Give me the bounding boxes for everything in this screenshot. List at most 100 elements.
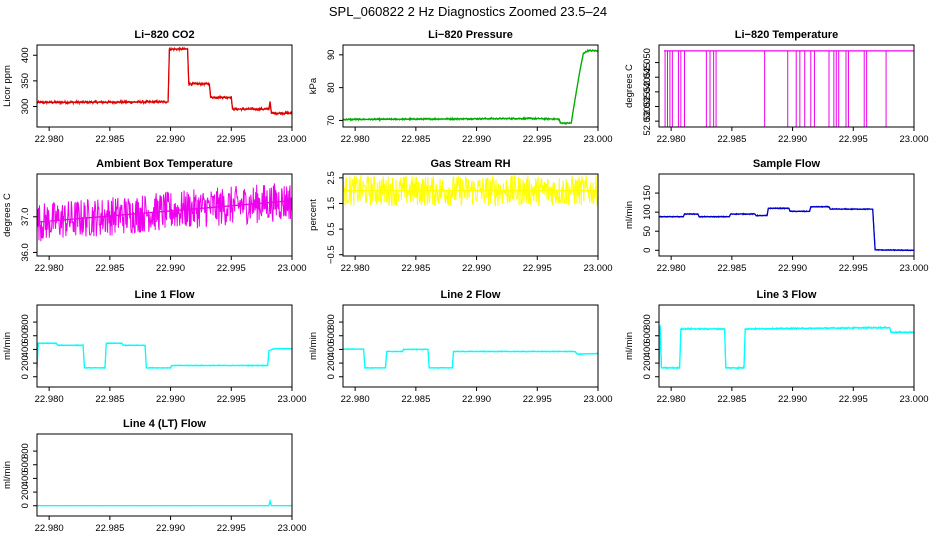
x-tick-label: 22.995 — [217, 394, 246, 405]
x-tick-label: 22.980 — [657, 394, 686, 405]
panel-0: Li−820 CO2 Licor ppm 22.980 22.985 22.990 22.… — [2, 29, 307, 145]
x-tick-label: 22.995 — [839, 394, 868, 405]
x-tick-label: 23.000 — [277, 263, 306, 274]
plot-frame — [658, 173, 915, 257]
series-steps — [37, 498, 292, 507]
series-line — [37, 342, 292, 370]
plot-frame — [36, 173, 293, 257]
y-tick-label: 0 — [642, 248, 653, 253]
y-tick-label: 80 — [326, 82, 337, 93]
x-tick-label: 22.985 — [401, 263, 430, 274]
x-tick-label: 22.990 — [778, 134, 807, 145]
y-tick-label: 300 — [20, 99, 31, 115]
panel-title: Line 4 (LT) Flow — [123, 418, 206, 430]
x-tick-label: 22.995 — [839, 263, 868, 274]
y-axis-label: kPa — [308, 77, 319, 94]
panel-2: Li−820 Temperature degrees C 22.980 22.985 2… — [624, 29, 929, 145]
plot-frame — [658, 304, 915, 388]
panel-7: Line 2 Flow ml/min 22.980 22.985 22.990 22.99… — [308, 289, 613, 405]
x-tick-label: 22.980 — [657, 263, 686, 274]
y-axis-label: degrees C — [624, 64, 635, 108]
series-line — [659, 325, 914, 370]
series-steps — [343, 348, 598, 369]
plot-frame — [342, 173, 599, 257]
y-tick-label: 400 — [20, 47, 31, 63]
series-steps — [37, 342, 292, 369]
y-tick-label: 200 — [20, 355, 31, 371]
series-steps — [659, 325, 914, 369]
x-tick-label: 22.990 — [778, 263, 807, 274]
y-tick-label: 200 — [326, 355, 337, 371]
x-tick-label: 22.995 — [523, 394, 552, 405]
x-tick-label: 22.980 — [341, 134, 370, 145]
y-tick-label: 400 — [642, 341, 653, 357]
series-line — [343, 175, 598, 207]
x-tick-label: 22.990 — [462, 394, 491, 405]
y-axis-label: degrees C — [2, 193, 13, 237]
x-tick-label: 22.985 — [401, 134, 430, 145]
panel-4: Gas Stream RH percent 22.980 22.985 22.990 22… — [308, 158, 613, 274]
panel-6: Line 1 Flow ml/min 22.980 22.985 22.990 22.99… — [2, 289, 307, 405]
series-line — [37, 46, 292, 116]
x-tick-label: 22.990 — [156, 263, 185, 274]
series-steps — [343, 49, 598, 124]
x-tick-label: 23.000 — [583, 134, 612, 145]
panel-title: Gas Stream RH — [430, 158, 510, 170]
x-tick-label: 23.000 — [899, 263, 928, 274]
x-tick-label: 22.980 — [657, 134, 686, 145]
y-tick-label: 800 — [642, 314, 653, 330]
x-tick-label: 23.000 — [583, 263, 612, 274]
y-tick-label: 0 — [20, 503, 31, 508]
y-tick-label: 600 — [642, 328, 653, 344]
y-tick-label: 90 — [326, 50, 337, 61]
x-tick-label: 22.995 — [217, 134, 246, 145]
panel-title: Line 1 Flow — [135, 289, 195, 301]
series-steps — [659, 206, 914, 251]
y-axis-label: ml/min — [308, 332, 319, 360]
panel-9: Line 4 (LT) Flow ml/min 22.980 22.985 22.990… — [2, 418, 307, 534]
y-tick-label: 600 — [20, 457, 31, 473]
x-tick-label: 22.980 — [341, 263, 370, 274]
y-tick-label: 600 — [20, 328, 31, 344]
x-tick-label: 22.990 — [156, 394, 185, 405]
y-axis-label: ml/min — [2, 332, 13, 360]
y-tick-label: 600 — [326, 328, 337, 344]
x-tick-label: 22.990 — [462, 263, 491, 274]
y-tick-label: 37.0 — [20, 208, 31, 227]
y-axis-label: ml/min — [2, 461, 13, 489]
plot-frame — [658, 44, 915, 128]
y-tick-label: 400 — [20, 470, 31, 486]
y-tick-label: 52.045 — [642, 63, 653, 92]
plot-frame — [36, 44, 293, 128]
panel-title: Li−820 Temperature — [735, 29, 838, 41]
y-tick-label: 52.040 — [642, 77, 653, 106]
plot-frame — [36, 304, 293, 388]
x-tick-label: 23.000 — [583, 394, 612, 405]
x-tick-label: 22.985 — [717, 263, 746, 274]
y-tick-label: 50 — [642, 226, 653, 237]
y-tick-label: 800 — [20, 443, 31, 459]
series-line — [37, 183, 292, 242]
y-tick-label: 400 — [326, 341, 337, 357]
x-tick-label: 22.995 — [217, 523, 246, 534]
panel-8: Line 3 Flow ml/min 22.980 22.985 22.990 22.99… — [624, 289, 929, 405]
x-tick-label: 22.985 — [95, 523, 124, 534]
y-tick-label: 800 — [20, 314, 31, 330]
x-tick-label: 22.980 — [35, 263, 64, 274]
y-tick-label: 200 — [642, 355, 653, 371]
x-tick-label: 22.985 — [401, 394, 430, 405]
x-tick-label: 23.000 — [277, 523, 306, 534]
x-tick-label: 22.980 — [35, 134, 64, 145]
y-tick-label: 0.5 — [326, 222, 337, 235]
x-tick-label: 22.980 — [341, 394, 370, 405]
y-axis-label: Licor ppm — [2, 65, 13, 107]
plot-frame — [342, 304, 599, 388]
y-tick-label: −0.5 — [326, 245, 337, 264]
y-tick-label: 0 — [20, 374, 31, 379]
x-tick-label: 23.000 — [899, 134, 928, 145]
y-axis-label: percent — [308, 199, 319, 231]
x-tick-label: 22.995 — [839, 134, 868, 145]
x-tick-label: 22.990 — [156, 134, 185, 145]
y-tick-label: 100 — [642, 204, 653, 220]
